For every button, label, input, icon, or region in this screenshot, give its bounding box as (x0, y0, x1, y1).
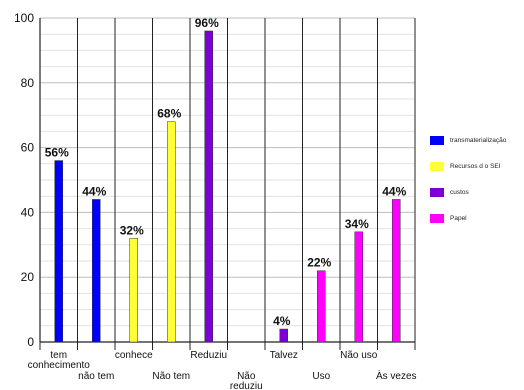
legend-label: Recursos d o SEI (450, 163, 501, 170)
legend-swatch (430, 136, 444, 145)
legend-item: Recursos d o SEI (430, 162, 524, 188)
x-tick-label: Não reduziu (230, 371, 263, 390)
x-tick-label: Uso (312, 371, 330, 382)
bar (354, 231, 363, 343)
y-tick-label: 20 (21, 270, 35, 284)
data-label: 56% (45, 146, 69, 160)
legend-item: custos (430, 188, 524, 214)
legend-label: custos (450, 189, 469, 196)
bar (92, 199, 101, 343)
y-tick-label: 80 (21, 76, 35, 90)
legend-swatch (430, 188, 444, 197)
x-tick-label: conhece (115, 350, 153, 361)
legend-label: transmaterialização (450, 137, 507, 144)
bar (204, 30, 213, 343)
legend-item: transmaterialização (430, 136, 524, 162)
y-tick-label: 40 (21, 205, 35, 219)
bar (129, 238, 138, 343)
data-label: 22% (307, 256, 331, 270)
bar (279, 328, 288, 343)
bar (392, 199, 401, 343)
legend-label: Papel (450, 215, 467, 222)
y-tick-label: 60 (21, 141, 35, 155)
data-label: 34% (345, 217, 369, 231)
legend: transmaterialização Recursos d o SEI custo… (430, 136, 524, 240)
x-tick-label: Reduziu (190, 350, 227, 361)
y-tick-label: 100 (14, 11, 34, 25)
bar (317, 270, 326, 343)
data-label: 44% (82, 184, 106, 198)
data-label: 4% (273, 314, 291, 328)
data-label: 96% (195, 16, 219, 30)
legend-swatch (430, 162, 444, 171)
legend-item: Papel (430, 214, 524, 240)
data-label: 32% (120, 223, 144, 237)
bar (54, 160, 63, 343)
bar (167, 121, 176, 343)
data-label: 44% (382, 184, 406, 198)
x-tick-label: Talvez (270, 350, 298, 361)
x-tick-label: Não tem (152, 371, 190, 382)
x-tick-label: não tem (78, 371, 114, 382)
x-tick-label: tem conhecimento (28, 350, 91, 371)
y-tick-label: 0 (27, 335, 34, 349)
x-tick-label: Às vezes (376, 369, 417, 382)
data-label: 68% (157, 107, 181, 121)
legend-swatch (430, 214, 444, 223)
x-tick-label: Não uso (340, 350, 378, 361)
